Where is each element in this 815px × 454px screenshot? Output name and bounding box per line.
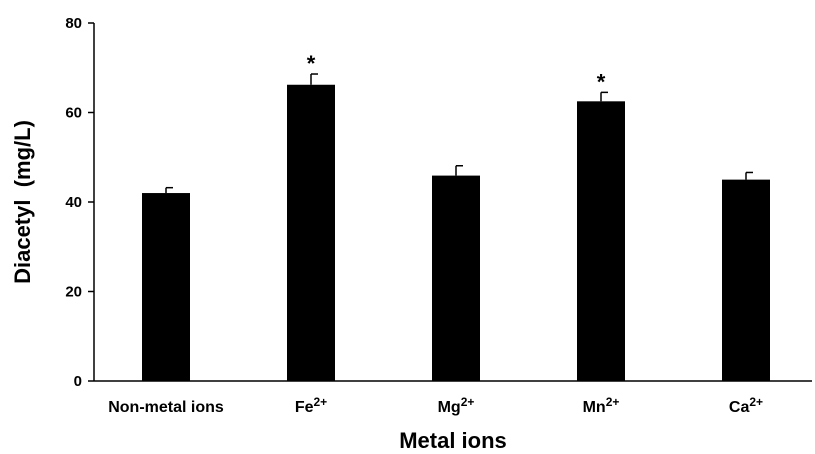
y-tick-label: 40 [65, 194, 82, 211]
bar [577, 101, 625, 381]
bar [722, 179, 770, 381]
bar [432, 175, 480, 381]
bar [142, 193, 190, 381]
x-axis-title: Metal ions [399, 428, 507, 453]
y-axis: 0 20 40 60 80 [65, 15, 95, 390]
x-tick-label: Ca2+ [729, 395, 763, 416]
x-tick-label: Non-metal ions [108, 399, 224, 416]
y-tick-label: 0 [74, 373, 82, 390]
x-tick-label: Mg2+ [438, 395, 475, 416]
significance-marker: * [307, 51, 316, 76]
plot-area: ** [142, 51, 770, 381]
x-tick-label: Mn2+ [583, 395, 620, 416]
bar [287, 84, 335, 381]
y-tick-label: 20 [65, 284, 82, 301]
significance-marker: * [597, 69, 606, 94]
x-axis: Non-metal ions Fe2+ Mg2+ Mn2+ Ca2+ [94, 380, 812, 416]
y-tick-label: 60 [65, 105, 82, 122]
x-tick-label: Fe2+ [295, 395, 327, 416]
y-axis-title: Diacetyl (mg/L) [10, 120, 35, 284]
y-tick-label: 80 [65, 15, 82, 32]
